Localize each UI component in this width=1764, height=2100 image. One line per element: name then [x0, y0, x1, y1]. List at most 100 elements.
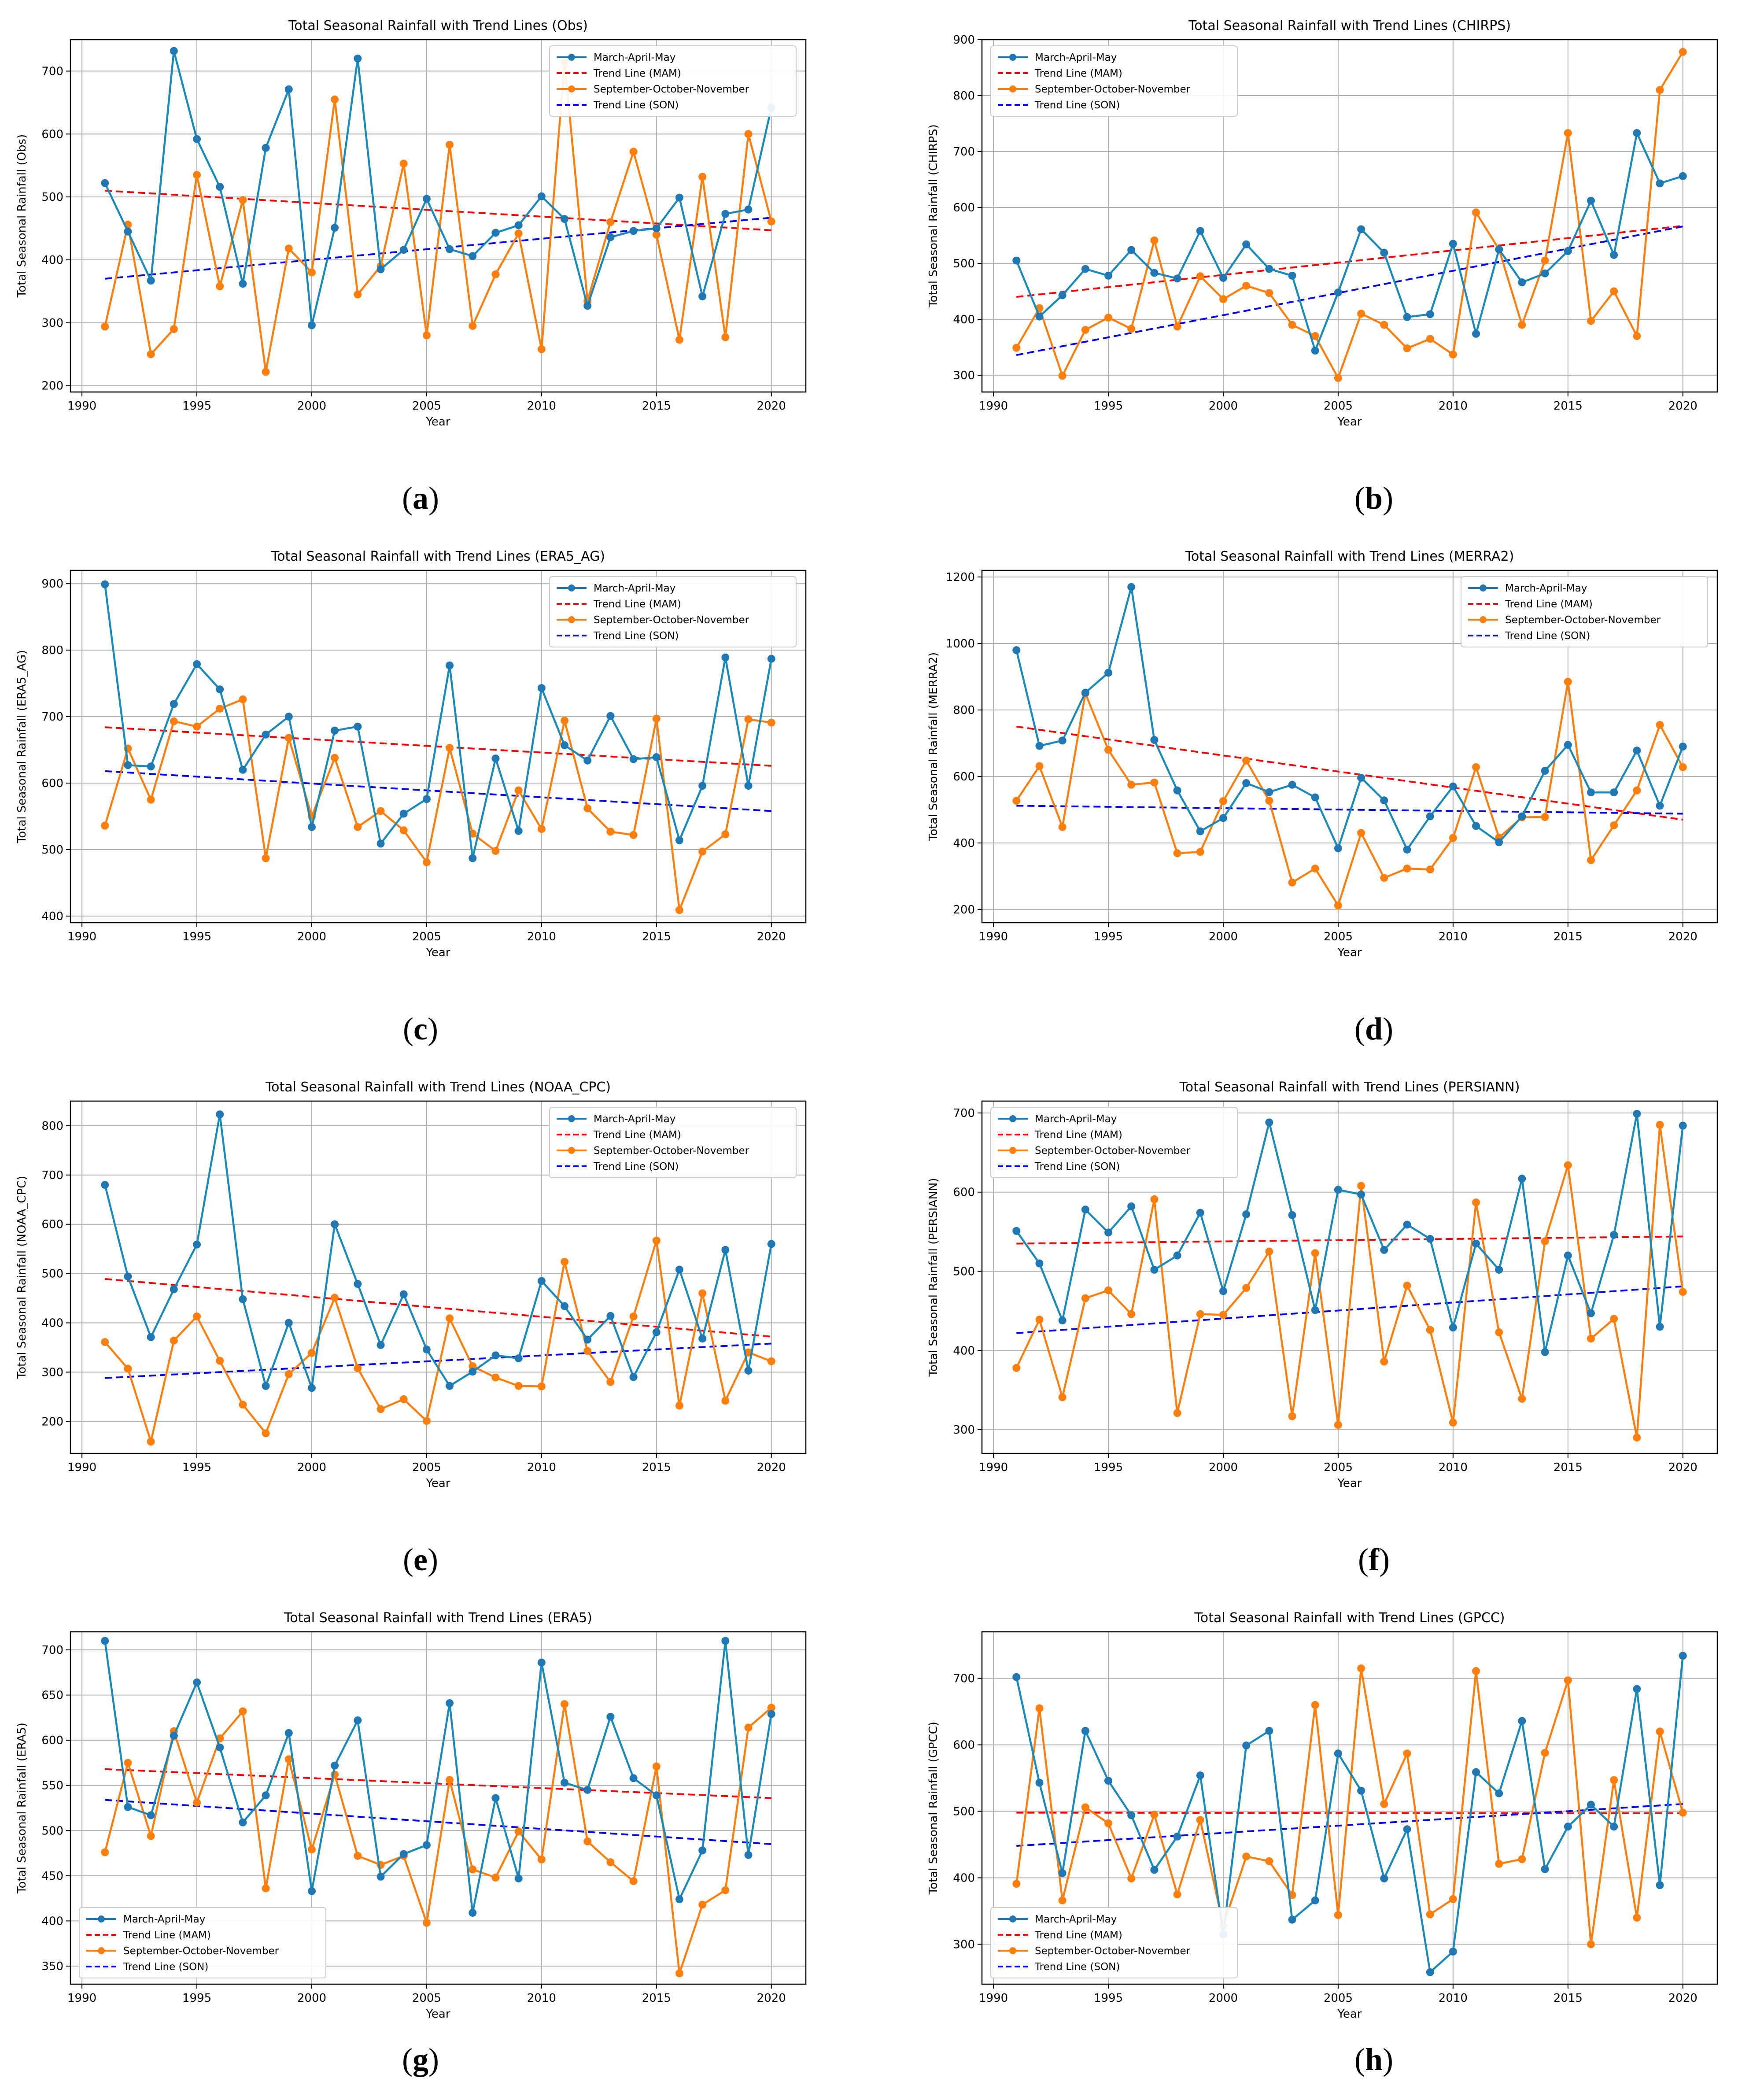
data-point-son	[101, 1848, 109, 1856]
data-point-son	[1426, 865, 1434, 874]
legend-label: Trend Line (MAM)	[123, 1930, 211, 1941]
axes-frame	[981, 39, 1718, 393]
data-point-son	[1242, 1284, 1251, 1292]
data-point-mam	[1449, 240, 1457, 248]
data-point-son	[537, 825, 546, 833]
data-point-son	[1035, 1316, 1044, 1324]
data-point-son	[1380, 1357, 1388, 1366]
trend-line-son	[105, 1342, 771, 1379]
y-tick-label: 300	[41, 1366, 63, 1379]
data-point-mam	[1035, 1259, 1044, 1268]
data-point-son	[469, 322, 477, 330]
series-line-son	[1015, 1667, 1684, 1945]
legend-label: Trend Line (SON)	[1034, 100, 1120, 111]
data-point-son	[1610, 1315, 1618, 1323]
data-point-mam	[1334, 844, 1342, 852]
data-point-son	[744, 130, 753, 138]
x-tick-label: 2005	[412, 1992, 441, 2005]
data-point-son	[1242, 1852, 1251, 1861]
data-point-mam	[239, 765, 247, 774]
data-point-mam	[1495, 838, 1503, 847]
chart-panel-f: Total Seasonal Rainfall with Trend Lines…	[916, 1066, 1744, 1506]
legend-label: Trend Line (SON)	[1505, 630, 1590, 642]
data-point-mam	[147, 277, 155, 285]
x-tick-label: 1990	[979, 1461, 1008, 1474]
legend-label: Trend Line (MAM)	[1505, 599, 1593, 610]
data-point-mam	[1679, 1652, 1687, 1660]
legend-label: September-October-November	[594, 84, 749, 95]
data-point-mam	[1104, 271, 1113, 280]
x-tick-label: 2020	[1668, 399, 1698, 413]
data-point-son	[1656, 721, 1664, 729]
data-point-mam	[1012, 256, 1021, 265]
data-point-son	[583, 804, 592, 813]
data-point-mam	[1472, 822, 1480, 830]
data-point-mam	[1633, 1109, 1641, 1118]
data-point-son	[262, 368, 270, 376]
y-tick-label: 550	[41, 1779, 63, 1793]
data-point-mam	[1081, 688, 1089, 697]
chart-svg-c: Total Seasonal Rainfall with Trend Lines…	[15, 549, 807, 959]
data-point-son	[767, 1704, 775, 1712]
data-point-mam	[1242, 1210, 1251, 1219]
data-point-mam	[561, 1778, 569, 1787]
data-point-mam	[1265, 265, 1273, 273]
data-point-mam	[675, 1265, 683, 1274]
data-point-mam	[1035, 1778, 1044, 1787]
data-point-mam	[1403, 313, 1411, 321]
data-point-son	[1679, 1288, 1687, 1296]
data-point-mam	[698, 292, 707, 300]
data-point-son	[147, 1438, 155, 1446]
data-point-mam	[721, 1246, 730, 1254]
data-point-mam	[721, 1637, 730, 1645]
data-point-son	[583, 1837, 592, 1845]
y-tick-label: 450	[41, 1870, 63, 1883]
data-point-mam	[561, 1302, 569, 1310]
legend-box	[549, 1107, 797, 1178]
data-point-son	[1449, 350, 1457, 359]
data-point-mam	[652, 1791, 661, 1800]
data-point-mam	[1610, 251, 1618, 259]
y-tick-label: 300	[41, 317, 63, 330]
chart-panel-b: Total Seasonal Rainfall with Trend Lines…	[916, 4, 1744, 445]
panel-label-b: (b)	[1354, 481, 1393, 516]
data-point-mam	[767, 1710, 775, 1718]
data-point-mam	[537, 192, 546, 200]
data-point-son	[1357, 829, 1365, 837]
data-point-son	[446, 744, 454, 752]
x-axis-label: Year	[1337, 946, 1362, 959]
data-point-mam	[354, 1716, 362, 1725]
data-point-mam	[1541, 767, 1549, 775]
chart-panel-h: Total Seasonal Rainfall with Trend Lines…	[916, 1597, 1744, 2037]
data-point-mam	[491, 754, 500, 763]
x-tick-label: 1995	[182, 399, 211, 413]
data-point-mam	[331, 1761, 339, 1770]
x-tick-label: 1990	[67, 930, 96, 943]
data-point-mam	[262, 730, 270, 739]
data-point-mam	[101, 580, 109, 588]
data-point-mam	[469, 252, 477, 260]
data-point-mam	[446, 661, 454, 669]
data-point-mam	[1472, 1768, 1480, 1776]
x-tick-label: 1990	[67, 399, 96, 413]
y-tick-label: 400	[41, 254, 63, 267]
y-tick-label: 400	[41, 1316, 63, 1330]
data-point-mam	[1472, 1239, 1480, 1248]
data-point-mam	[216, 183, 224, 191]
data-point-mam	[1127, 583, 1136, 591]
data-point-son	[1679, 1808, 1687, 1817]
data-point-son	[698, 1289, 707, 1298]
data-point-mam	[1426, 1235, 1434, 1243]
data-point-son	[1196, 1816, 1204, 1824]
y-tick-label: 600	[953, 201, 975, 214]
data-point-son	[675, 906, 683, 914]
data-point-mam	[1380, 1246, 1388, 1254]
panel-label-d: (d)	[1354, 1011, 1393, 1046]
data-point-son	[1610, 821, 1618, 829]
x-tick-label: 2000	[1209, 1992, 1238, 2005]
legend-marker	[1009, 85, 1016, 92]
data-point-mam	[469, 854, 477, 862]
data-point-son	[331, 95, 339, 104]
data-point-mam	[1058, 1316, 1067, 1324]
data-point-son	[331, 754, 339, 762]
